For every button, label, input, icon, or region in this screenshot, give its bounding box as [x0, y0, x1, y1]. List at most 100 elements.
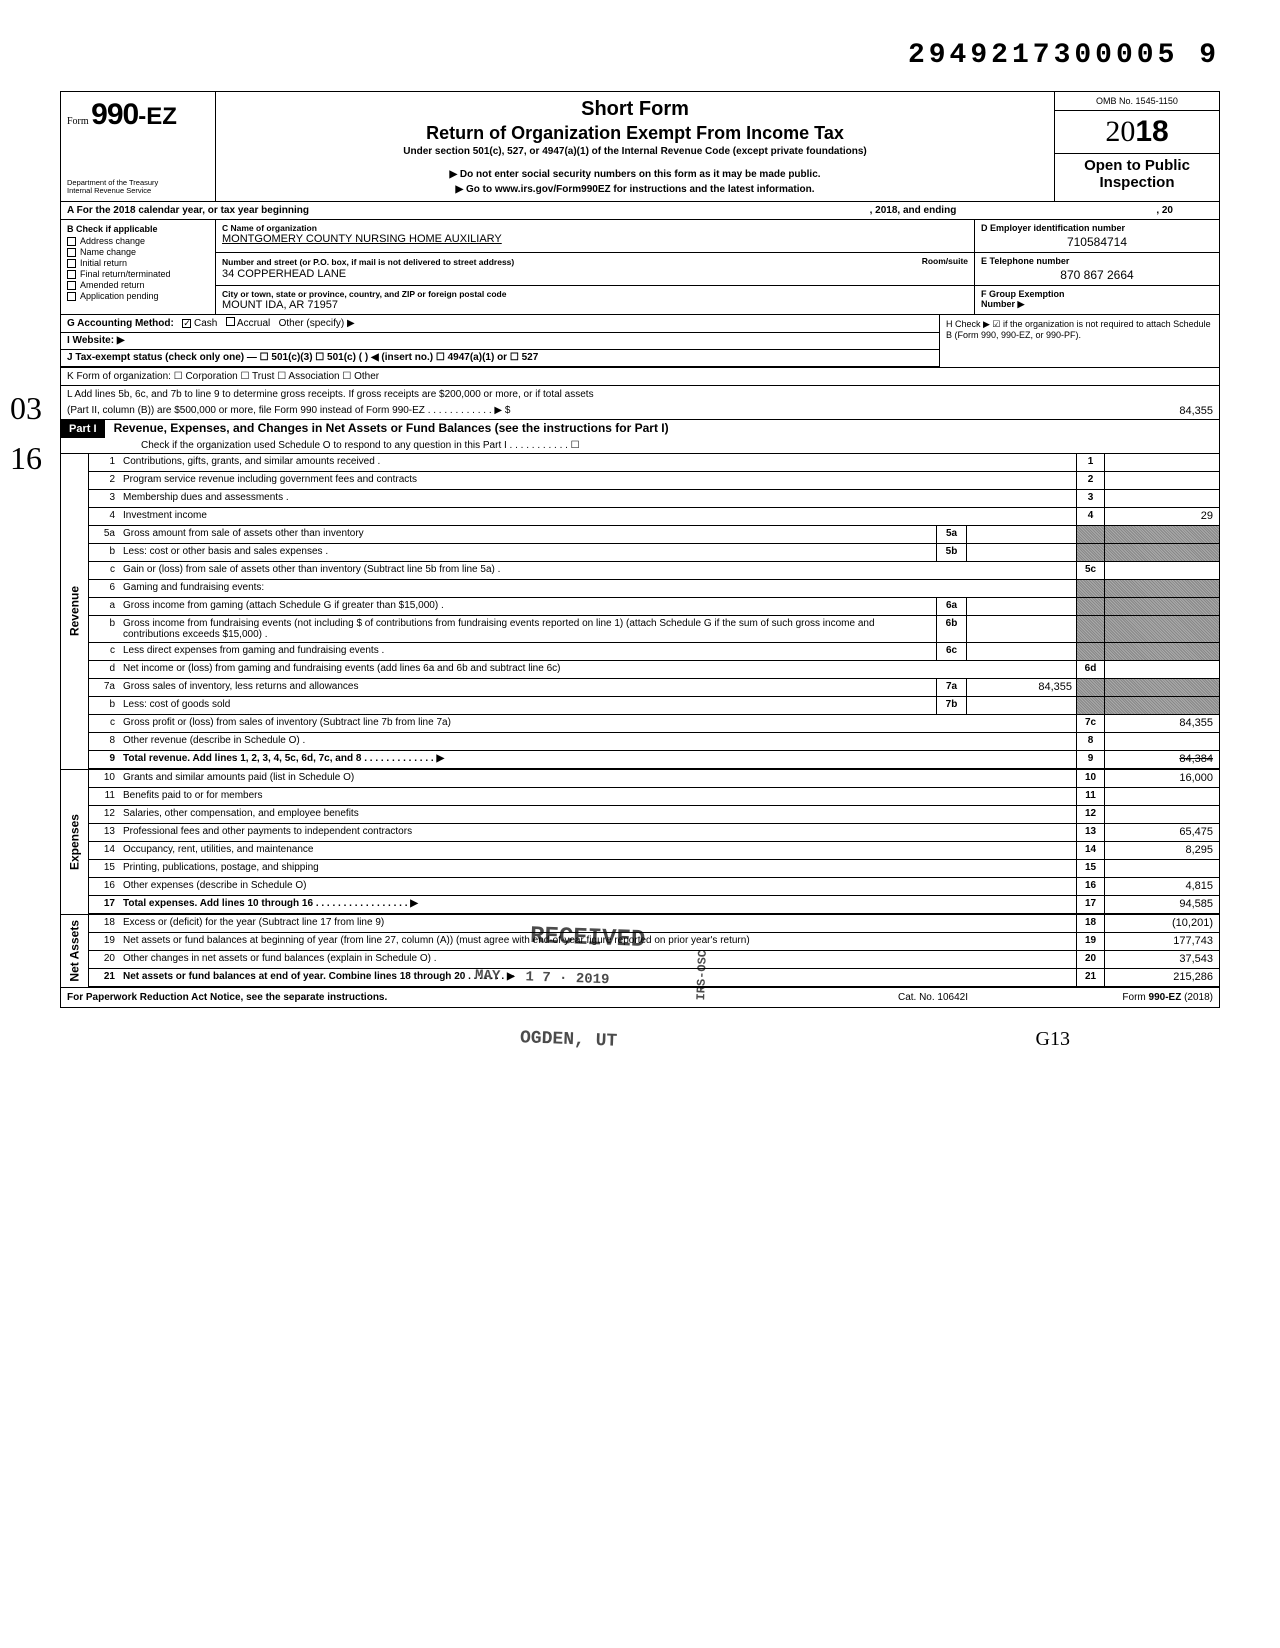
- line-number: 5a: [89, 526, 119, 543]
- street-label: Number and street (or P.O. box, if mail …: [222, 257, 514, 267]
- line-a-right: , 20: [1156, 205, 1173, 216]
- line-number: c: [89, 562, 119, 579]
- line-number: 4: [89, 508, 119, 525]
- table-row: 12Salaries, other compensation, and empl…: [89, 806, 1219, 824]
- g-other: Other (specify) ▶: [279, 318, 355, 329]
- cb-name-change[interactable]: Name change: [67, 247, 209, 257]
- line-description: Less direct expenses from gaming and fun…: [119, 643, 936, 660]
- line-number: 9: [89, 751, 119, 768]
- line-number: b: [89, 616, 119, 642]
- gh-left: G Accounting Method: Cash Accrual Other …: [61, 315, 939, 367]
- col-amount: [1104, 544, 1219, 561]
- line-description: Gross profit or (loss) from sales of inv…: [119, 715, 1076, 732]
- col-amount: [1104, 697, 1219, 714]
- col-line-num: [1076, 679, 1104, 696]
- line-a-mid: , 2018, and ending: [870, 205, 957, 216]
- form-header: Form 990-EZ Department of the Treasury I…: [61, 92, 1219, 202]
- col-amount: 177,743: [1104, 933, 1219, 950]
- header-left: Form 990-EZ Department of the Treasury I…: [61, 92, 216, 201]
- table-row: bGross income from fundraising events (n…: [89, 616, 1219, 643]
- table-row: 2Program service revenue including gover…: [89, 472, 1219, 490]
- cat-number: Cat. No. 10642I: [833, 992, 1033, 1003]
- line-description: Less: cost of goods sold: [119, 697, 936, 714]
- line-number: 7a: [89, 679, 119, 696]
- line-h: H Check ▶ ☑ if the organization is not r…: [939, 315, 1219, 367]
- line-number: 18: [89, 915, 119, 932]
- line-description: Gross amount from sale of assets other t…: [119, 526, 936, 543]
- col-amount: [1104, 580, 1219, 597]
- line-number: 13: [89, 824, 119, 841]
- org-name: MONTGOMERY COUNTY NURSING HOME AUXILIARY: [222, 233, 968, 245]
- col-line-num: 10: [1076, 770, 1104, 787]
- col-line-num: 6d: [1076, 661, 1104, 678]
- line-description: Benefits paid to or for members: [119, 788, 1076, 805]
- public-line1: Open to Public: [1059, 158, 1215, 175]
- line-number: b: [89, 544, 119, 561]
- line-description: Printing, publications, postage, and shi…: [119, 860, 1076, 877]
- city-label: City or town, state or province, country…: [222, 289, 968, 299]
- city-value: MOUNT IDA, AR 71957: [222, 299, 968, 311]
- col-amount: 8,295: [1104, 842, 1219, 859]
- form-number-block: Form 990-EZ: [67, 98, 209, 132]
- cb-final-return[interactable]: Final return/terminated: [67, 269, 209, 279]
- group-exempt-cell: F Group Exemption Number ▶: [974, 286, 1219, 314]
- line-number: 8: [89, 733, 119, 750]
- col-amount: 4,815: [1104, 878, 1219, 895]
- line-description: Salaries, other compensation, and employ…: [119, 806, 1076, 823]
- cb-initial-return[interactable]: Initial return: [67, 258, 209, 268]
- table-row: aGross income from gaming (attach Schedu…: [89, 598, 1219, 616]
- line-description: Gross income from gaming (attach Schedul…: [119, 598, 936, 615]
- col-amount: 84,384: [1104, 751, 1219, 768]
- cb-cash[interactable]: [182, 319, 191, 328]
- table-row: 15Printing, publications, postage, and s…: [89, 860, 1219, 878]
- inner-amount: [966, 643, 1076, 660]
- table-row: 21Net assets or fund balances at end of …: [89, 969, 1219, 987]
- room-label: Room/suite: [922, 256, 968, 266]
- header-right: OMB No. 1545-1150 2018 Open to Public In…: [1054, 92, 1219, 201]
- cb-address-change[interactable]: Address change: [67, 236, 209, 246]
- table-row: bLess: cost of goods sold7b: [89, 697, 1219, 715]
- line-number: 6: [89, 580, 119, 597]
- ssn-warning: ▶ Do not enter social security numbers o…: [220, 169, 1050, 180]
- public-line2: Inspection: [1059, 175, 1215, 192]
- col-amount: (10,201): [1104, 915, 1219, 932]
- col-amount: [1104, 806, 1219, 823]
- line-number: 2: [89, 472, 119, 489]
- phone-cell: E Telephone number 870 867 2664: [974, 253, 1219, 285]
- line-i: I Website: ▶: [61, 333, 939, 350]
- margin-note-2: 16: [10, 440, 42, 477]
- col-amount: 65,475: [1104, 824, 1219, 841]
- table-row: 4Investment income429: [89, 508, 1219, 526]
- k-text: K Form of organization: ☐ Corporation ☐ …: [67, 371, 379, 382]
- h-text: H Check ▶ ☑ if the organization is not r…: [946, 319, 1211, 340]
- col-line-num: 13: [1076, 824, 1104, 841]
- line-description: Total revenue. Add lines 1, 2, 3, 4, 5c,…: [119, 751, 1076, 768]
- department-block: Department of the Treasury Internal Reve…: [67, 179, 209, 196]
- col-amount: 215,286: [1104, 969, 1219, 986]
- inner-amount: [966, 544, 1076, 561]
- line-description: Net income or (loss) from gaming and fun…: [119, 661, 1076, 678]
- col-amount: 94,585: [1104, 896, 1219, 913]
- cb-amended[interactable]: Amended return: [67, 280, 209, 290]
- cb-accrual[interactable]: [226, 317, 235, 326]
- col-line-num: [1076, 643, 1104, 660]
- line-description: Other expenses (describe in Schedule O): [119, 878, 1076, 895]
- col-amount: 29: [1104, 508, 1219, 525]
- org-name-cell: C Name of organization MONTGOMERY COUNTY…: [216, 220, 974, 252]
- line-description: Program service revenue including govern…: [119, 472, 1076, 489]
- line-description: Membership dues and assessments .: [119, 490, 1076, 507]
- inner-line-num: 6c: [936, 643, 966, 660]
- inner-line-num: 7a: [936, 679, 966, 696]
- cb-app-pending[interactable]: Application pending: [67, 291, 209, 301]
- line-number: 19: [89, 933, 119, 950]
- table-row: cGain or (loss) from sale of assets othe…: [89, 562, 1219, 580]
- col-amount: [1104, 598, 1219, 615]
- table-row: 5aGross amount from sale of assets other…: [89, 526, 1219, 544]
- inner-amount: [966, 598, 1076, 615]
- col-amount: 84,355: [1104, 715, 1219, 732]
- table-row: dNet income or (loss) from gaming and fu…: [89, 661, 1219, 679]
- table-row: bLess: cost or other basis and sales exp…: [89, 544, 1219, 562]
- line-number: a: [89, 598, 119, 615]
- line-description: Total expenses. Add lines 10 through 16 …: [119, 896, 1076, 913]
- form-title: Short Form: [220, 98, 1050, 121]
